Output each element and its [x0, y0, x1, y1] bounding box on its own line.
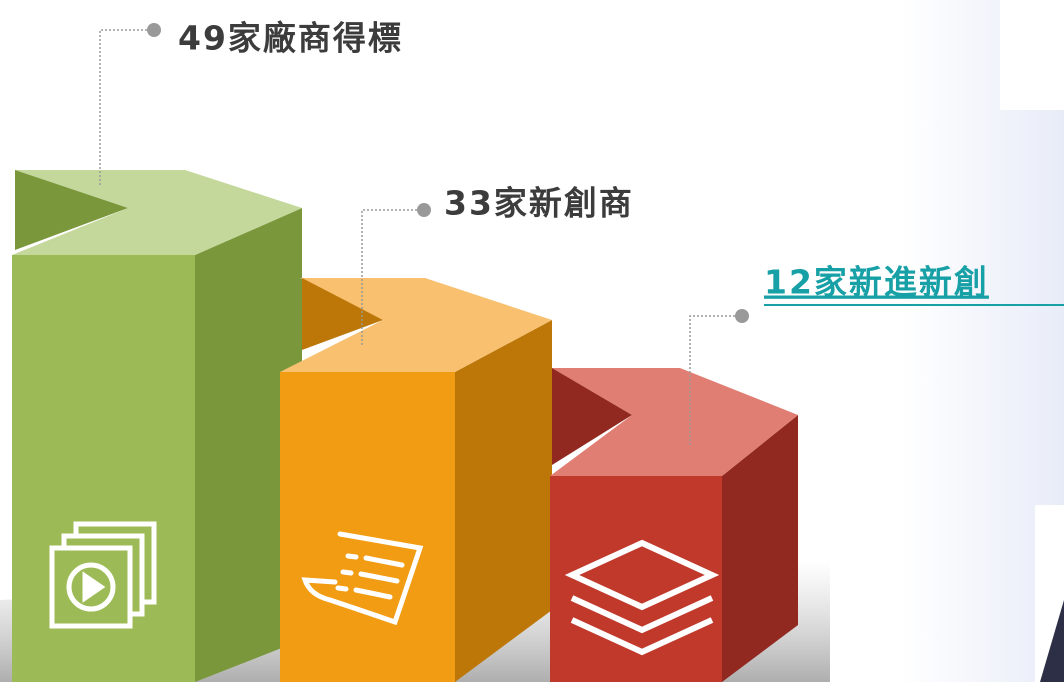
document-icon: [301, 531, 424, 626]
corner-shape: [1040, 600, 1064, 682]
layers-icon: [564, 539, 720, 656]
green-box: [12, 170, 302, 682]
background-panel: [1000, 0, 1064, 110]
callout-dots: [147, 23, 749, 323]
orange-box: [280, 278, 552, 682]
label: 33家新創商: [444, 184, 634, 223]
label-link[interactable]: 12家新進新創: [764, 263, 989, 302]
red-box: [550, 368, 798, 682]
callout-lines: [99, 29, 738, 445]
label: 49家廠商得標: [178, 19, 403, 58]
media-icon: [49, 521, 157, 629]
